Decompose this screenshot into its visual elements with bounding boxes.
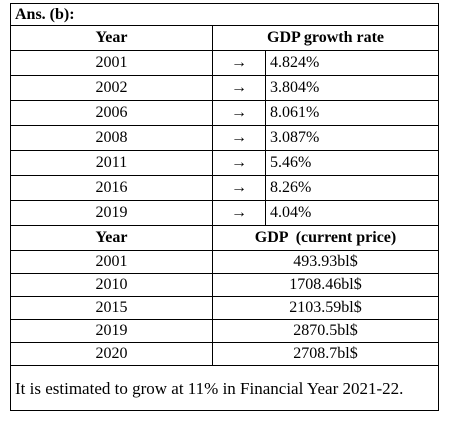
arrow-cell: →	[212, 200, 266, 226]
year-cell: 2002	[10, 75, 213, 101]
arrow-cell: →	[212, 75, 266, 101]
header-row: Year GDP growth rate	[10, 25, 440, 51]
arrow-cell: →	[212, 100, 266, 126]
gdp-cell: 1708.46bl$	[211, 273, 440, 297]
rate-cell: 4.824%	[264, 50, 440, 76]
year-cell: 2011	[10, 150, 213, 176]
year-cell: 2015	[10, 296, 213, 320]
arrow-cell: →	[212, 150, 266, 176]
gdp-row: 2001 493.93bl$	[10, 250, 440, 274]
note: It is estimated to grow at 11% in Financ…	[9, 365, 440, 411]
rate-cell: 4.04%	[264, 200, 440, 226]
gdp-cell: 2708.7bl$	[211, 342, 440, 366]
growth-row: 2008 → 3.087%	[10, 125, 440, 151]
rate-cell: 5.46%	[264, 150, 440, 176]
gdp-cell: 2103.59bl$	[211, 296, 440, 320]
year-cell: 2008	[10, 125, 213, 151]
rate-cell: 3.804%	[264, 75, 440, 101]
rate-cell: 8.061%	[264, 100, 440, 126]
note-row: It is estimated to grow at 11% in Financ…	[9, 365, 440, 411]
year-cell: 2016	[10, 175, 213, 201]
gdp-cell: 2870.5bl$	[211, 319, 440, 343]
arrow-cell: →	[212, 50, 266, 76]
year-cell: 2001	[10, 250, 213, 274]
header-row: Year GDP (current price)	[10, 225, 440, 251]
table-body: Ans. (b): Year GDP growth rate 2001 → 4.82…	[9, 3, 440, 411]
gdp-row: 2020 2708.7bl$	[10, 342, 440, 366]
header-cell: GDP growth rate	[211, 25, 440, 51]
growth-row: 2001 → 4.824%	[10, 50, 440, 76]
gdp-row: 2010 1708.46bl$	[10, 273, 440, 297]
gdp-row: 2019 2870.5bl$	[10, 319, 440, 343]
year-cell: 2010	[10, 273, 213, 297]
rate-cell: 8.26%	[264, 175, 440, 201]
growth-row: 2019 → 4.04%	[10, 200, 440, 226]
answer-table: Ans. (b): Year GDP growth rate 2001 → 4.82…	[9, 3, 440, 411]
gdp-row: 2015 2103.59bl$	[10, 296, 440, 320]
title: Ans. (b):	[9, 3, 440, 26]
year-cell: 2019	[10, 319, 213, 343]
header-cell: Year	[10, 225, 213, 251]
gdp-cell: 493.93bl$	[211, 250, 440, 274]
header-cell: Year	[10, 25, 213, 51]
year-cell: 2006	[10, 100, 213, 126]
growth-row: 2011 → 5.46%	[10, 150, 440, 176]
growth-row: 2016 → 8.26%	[10, 175, 440, 201]
arrow-cell: →	[212, 125, 266, 151]
arrow-cell: →	[212, 175, 266, 201]
header-cell: GDP (current price)	[211, 225, 440, 251]
rate-cell: 3.087%	[264, 125, 440, 151]
year-cell: 2001	[10, 50, 213, 76]
year-cell: 2019	[10, 200, 213, 226]
growth-row: 2006 → 8.061%	[10, 100, 440, 126]
growth-row: 2002 → 3.804%	[10, 75, 440, 101]
year-cell: 2020	[10, 342, 213, 366]
title-row: Ans. (b):	[9, 3, 440, 26]
